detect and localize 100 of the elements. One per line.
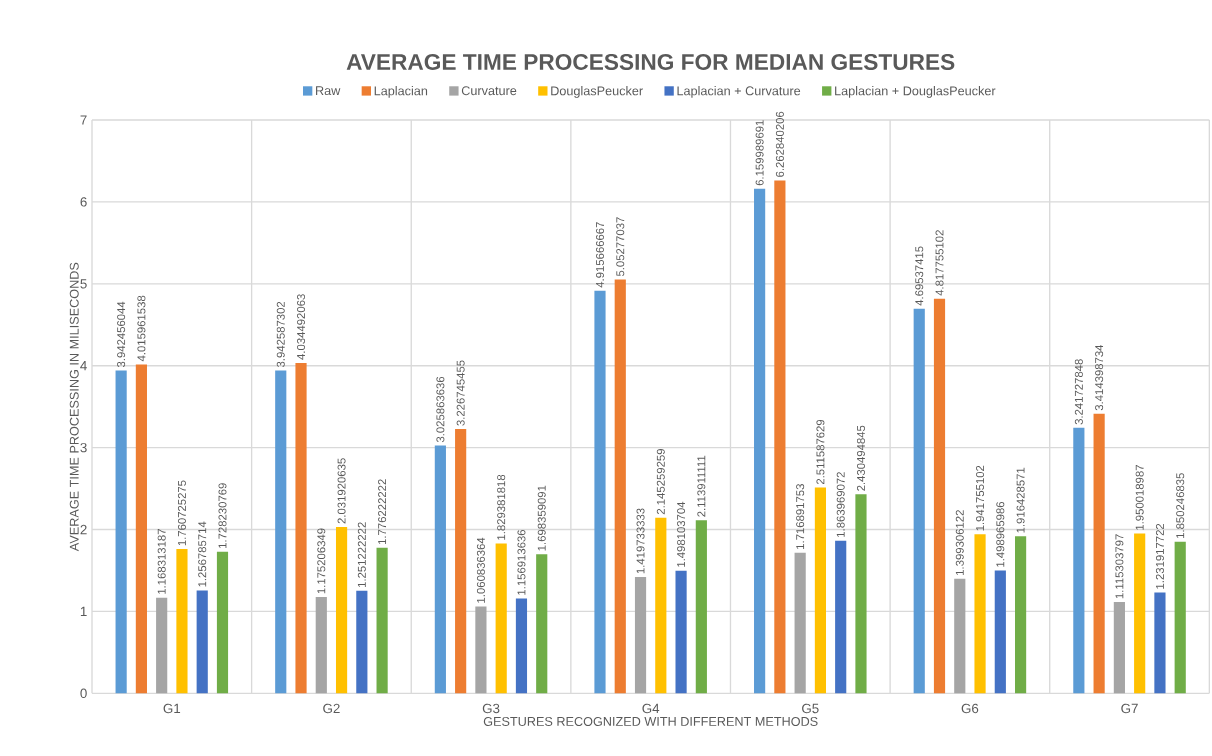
bar bbox=[376, 547, 388, 694]
data-label: 1.256785714 bbox=[198, 521, 207, 587]
bar bbox=[135, 364, 147, 694]
data-label: 2.113911111 bbox=[697, 455, 706, 517]
bar bbox=[594, 290, 606, 694]
data-label: 1.251222222 bbox=[357, 522, 366, 588]
x-tick-label: G2 bbox=[323, 703, 340, 714]
data-label: 1.115303797 bbox=[1115, 534, 1124, 599]
data-label: 1.850246835 bbox=[1176, 473, 1185, 538]
bar bbox=[1093, 413, 1105, 694]
bar bbox=[835, 540, 847, 694]
data-label: 1.419733333 bbox=[636, 508, 645, 574]
data-label: 2.511587629 bbox=[816, 419, 825, 485]
bar bbox=[695, 520, 707, 694]
data-label: 4.915666667 bbox=[595, 222, 604, 288]
data-label: 1.175206349 bbox=[317, 528, 326, 594]
bar bbox=[974, 534, 986, 694]
bar bbox=[994, 570, 1006, 694]
bar bbox=[1154, 592, 1166, 694]
bar bbox=[634, 577, 647, 694]
y-tick-label: 7 bbox=[80, 115, 87, 125]
bar bbox=[774, 180, 786, 694]
legend-label: Laplacian bbox=[374, 86, 428, 98]
data-label: 3.226745455 bbox=[456, 360, 465, 426]
data-label: 1.941755102 bbox=[976, 465, 985, 531]
bar bbox=[455, 429, 467, 694]
data-label: 1.916428571 bbox=[1016, 467, 1025, 533]
bar bbox=[1174, 541, 1186, 694]
bar bbox=[794, 552, 806, 694]
data-label: 2.145259259 bbox=[656, 449, 665, 515]
bar bbox=[1015, 536, 1027, 694]
data-label: 3.942456044 bbox=[117, 301, 126, 368]
data-label: 5.05277037 bbox=[616, 217, 625, 277]
x-axis-title: GESTURES RECOGNIZED WITH DIFFERENT METHODS bbox=[483, 716, 818, 726]
data-label: 1.156913636 bbox=[517, 529, 526, 595]
x-tick-label: G7 bbox=[1121, 703, 1138, 714]
bar bbox=[754, 188, 766, 694]
bar bbox=[655, 517, 667, 694]
legend-label: Laplacian + Curvature bbox=[677, 86, 801, 98]
bar bbox=[115, 370, 127, 694]
data-label: 1.231917722 bbox=[1155, 523, 1164, 589]
bar bbox=[495, 543, 507, 694]
x-tick-label: G5 bbox=[802, 703, 819, 714]
legend-label: DouglasPeucker bbox=[551, 86, 643, 98]
x-tick-label: G4 bbox=[642, 703, 660, 714]
bar bbox=[933, 298, 946, 694]
bar bbox=[275, 370, 287, 694]
bar bbox=[814, 487, 827, 694]
x-tick-label: G3 bbox=[482, 703, 500, 714]
x-tick-label: G1 bbox=[163, 703, 181, 714]
bar bbox=[295, 362, 307, 694]
bar bbox=[176, 549, 188, 694]
data-label: 1.698359091 bbox=[537, 485, 546, 551]
bar bbox=[156, 597, 168, 694]
bar bbox=[434, 445, 446, 694]
data-label: 1.863969072 bbox=[836, 472, 845, 537]
data-label: 3.414398734 bbox=[1095, 344, 1104, 411]
data-label: 1.728230769 bbox=[218, 483, 227, 548]
bar bbox=[475, 606, 487, 694]
bar bbox=[536, 554, 548, 694]
bar bbox=[954, 578, 966, 694]
y-tick-label: 2 bbox=[80, 524, 87, 535]
data-label: 6.262840206 bbox=[775, 111, 784, 177]
bar bbox=[315, 597, 327, 694]
y-tick-label: 0 bbox=[80, 688, 87, 699]
bar bbox=[913, 308, 925, 694]
data-label: 3.942587302 bbox=[276, 301, 285, 368]
data-label: 4.817755102 bbox=[935, 230, 944, 296]
data-label: 1.776222222 bbox=[378, 479, 387, 545]
chart-title: AVERAGE TIME PROCESSING FOR MEDIAN GESTURES bbox=[346, 53, 955, 70]
bar bbox=[356, 590, 368, 694]
bar bbox=[335, 526, 348, 694]
data-label: 1.060836364 bbox=[476, 537, 485, 603]
data-label: 1.498103704 bbox=[677, 501, 686, 567]
data-label: 2.430494845 bbox=[856, 425, 865, 491]
y-tick-label: 6 bbox=[80, 197, 87, 207]
data-label: 1.950018987 bbox=[1135, 465, 1144, 530]
y-axis-title: AVERAGE TIME PROCESSING IN MILISECONDS bbox=[69, 262, 79, 552]
bar bbox=[1134, 533, 1146, 694]
legend-label: Curvature bbox=[461, 86, 517, 96]
data-label: 1.498965986 bbox=[996, 501, 1005, 567]
legend-label: Laplacian + DouglasPeucker bbox=[835, 86, 996, 98]
bar bbox=[196, 590, 208, 694]
data-label: 4.015961538 bbox=[137, 295, 146, 362]
x-tick-label: G6 bbox=[961, 703, 979, 714]
bar bbox=[216, 551, 229, 694]
data-label: 3.025863636 bbox=[436, 376, 445, 443]
data-label: 2.031920635 bbox=[337, 458, 346, 524]
data-label: 3.241727848 bbox=[1074, 359, 1083, 425]
bar bbox=[675, 570, 687, 694]
data-label: 6.159989691 bbox=[755, 120, 764, 186]
y-tick-label: 3 bbox=[80, 442, 87, 453]
data-label: 1.168313187 bbox=[157, 529, 166, 594]
bar bbox=[1073, 427, 1085, 694]
bar bbox=[515, 598, 528, 694]
bar bbox=[614, 279, 626, 694]
data-label: 4.69537415 bbox=[915, 246, 924, 306]
data-label: 1.716891753 bbox=[796, 484, 805, 549]
bar bbox=[1113, 601, 1125, 694]
data-label: 1.399306122 bbox=[955, 510, 964, 575]
